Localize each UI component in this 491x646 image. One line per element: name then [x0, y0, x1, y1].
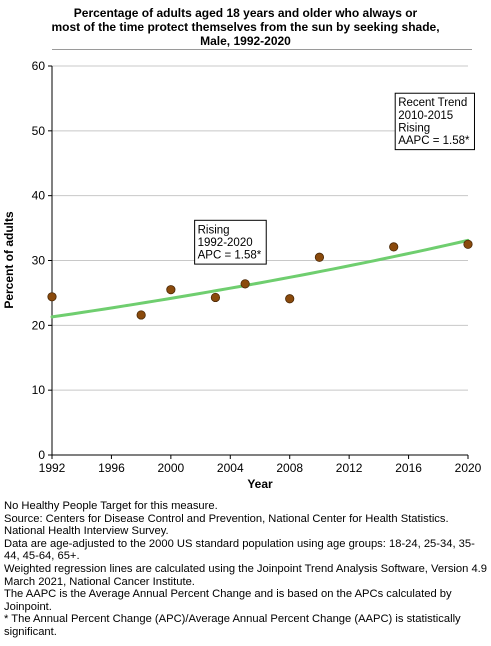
x-tick-label: 2008 [276, 461, 303, 475]
trend-line-layer [50, 238, 470, 319]
y-axis-label: Percent of adults [2, 211, 16, 309]
note-source: Source: Centers for Disease Control and … [4, 512, 449, 538]
data-point [210, 292, 221, 303]
data-point [389, 242, 399, 252]
y-tick-label: 50 [32, 124, 46, 138]
data-point [314, 252, 325, 262]
data-point [463, 239, 473, 249]
y-tick-label: 10 [32, 383, 46, 397]
y-tick-label: 20 [32, 318, 46, 332]
annotation-line: 2010-2015 [398, 110, 453, 122]
trend-line [50, 238, 470, 319]
title-divider [52, 49, 472, 50]
annotation-line: AAPC = 1.58* [398, 135, 470, 147]
annotation-line: Rising [198, 224, 230, 236]
chart-title-line-3: Male, 1992-2020 [200, 34, 291, 48]
y-tick-label: 0 [38, 448, 45, 462]
x-tick-label: 1996 [98, 461, 125, 475]
chart-title-line-2: most of the time protect themselves from… [51, 20, 440, 34]
data-point [166, 285, 176, 295]
x-tick-label: 2012 [336, 461, 363, 475]
note-target: No Healthy People Target for this measur… [4, 500, 218, 512]
chart-title-line-1: Percentage of adults aged 18 years and o… [73, 6, 418, 20]
data-points [47, 239, 473, 320]
note-significance: * The Annual Percent Change (APC)/Averag… [4, 613, 461, 638]
note-age-adjusted: Data are age-adjusted to the 2000 US sta… [4, 537, 475, 563]
annotation-line: Rising [398, 122, 430, 134]
x-axis-label: Year [247, 477, 273, 491]
y-tick-label: 40 [32, 189, 46, 203]
note-regression: Weighted regression lines are calculated… [4, 562, 487, 588]
scatter-chart: 0 10 20 30 40 50 60 1992 1996 2000 2004 2008 2012 201… [2, 59, 482, 491]
y-tick-label: 60 [32, 59, 46, 73]
chart-title: Percentage of adults aged 18 years and o… [0, 6, 491, 48]
annotation-line: Recent Trend [398, 97, 467, 109]
axes: 0 10 20 30 40 50 60 1992 1996 2000 2004 2008 2012 201… [32, 59, 482, 475]
data-point [285, 294, 295, 304]
data-point [47, 292, 57, 302]
annotation-line: APC = 1.58* [198, 250, 262, 262]
y-tick-label: 30 [32, 254, 46, 268]
x-tick-label: 2020 [455, 461, 482, 475]
note-aapc: The AAPC is the Average Annual Percent C… [4, 588, 452, 613]
annotation-line: 1992-2020 [198, 237, 253, 249]
data-point [136, 310, 146, 320]
x-tick-label: 1992 [39, 461, 66, 475]
annotation-border [194, 219, 267, 265]
footnotes: No Healthy People Target for this measur… [4, 500, 490, 639]
x-tick-label: 2016 [395, 461, 422, 475]
annotation-border [394, 92, 475, 151]
data-point [240, 279, 250, 289]
x-tick-label: 2000 [158, 461, 185, 475]
x-tick-label: 2004 [217, 461, 244, 475]
